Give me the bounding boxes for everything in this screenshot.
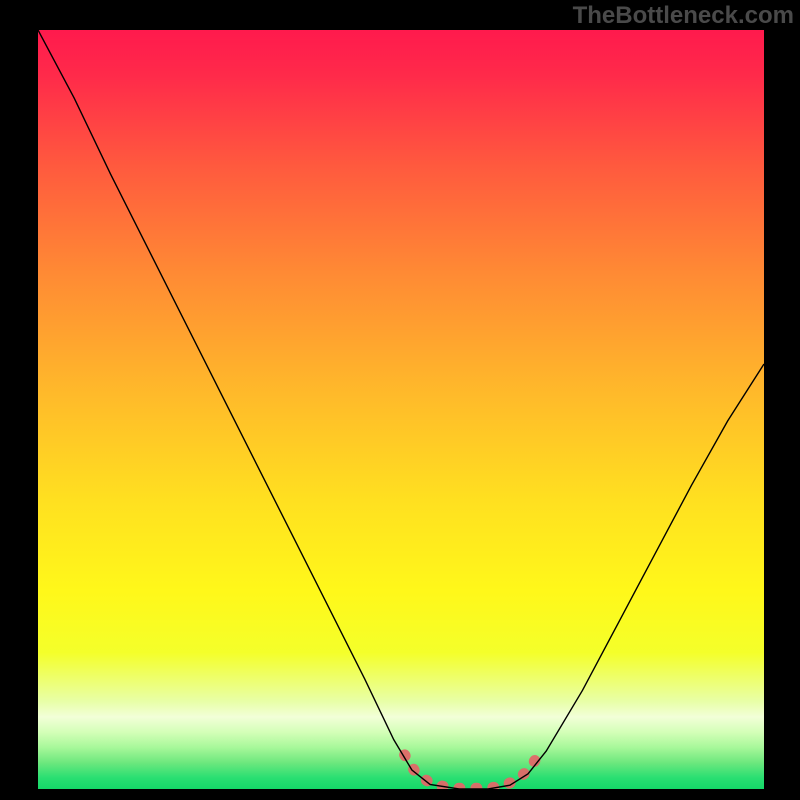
optimal-range-highlight (405, 755, 539, 788)
bottleneck-curve-line (38, 30, 764, 789)
chart-container: TheBottleneck.com (0, 0, 800, 800)
curve-layer (38, 30, 764, 789)
attribution-label: TheBottleneck.com (573, 2, 794, 30)
plot-area (38, 30, 764, 789)
